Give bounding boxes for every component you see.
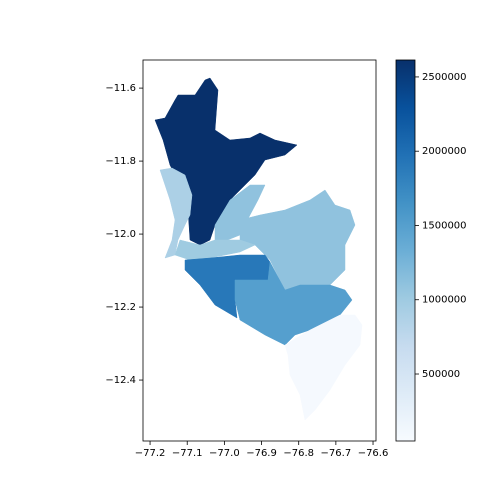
x-tick-label: −76.8: [283, 448, 314, 459]
x-tick-label: −77.1: [172, 448, 203, 459]
x-tick-label: −77.2: [135, 448, 166, 459]
y-tick-label: −12.4: [105, 375, 136, 386]
colorbar: [395, 59, 416, 442]
y-tick-label: −12.2: [105, 302, 136, 313]
colorbar-tick-label: 2000000: [422, 146, 467, 157]
y-tick-label: −11.8: [105, 156, 136, 167]
region: [284, 314, 363, 421]
y-tick-label: −12.0: [105, 229, 136, 240]
y-tick-label: −11.6: [105, 83, 136, 94]
x-tick-label: −76.7: [321, 448, 352, 459]
colorbar-tick-label: 500000: [422, 369, 460, 380]
colorbar-tick-label: 2500000: [422, 72, 467, 83]
colorbar-tick-label: 1500000: [422, 220, 467, 231]
x-tick-label: −76.6: [358, 448, 389, 459]
colorbar-tick-label: 1000000: [422, 295, 467, 306]
x-tick-label: −76.9: [246, 448, 277, 459]
region: [159, 167, 193, 259]
plot-frame: [142, 59, 377, 442]
x-tick-label: −77.0: [209, 448, 240, 459]
